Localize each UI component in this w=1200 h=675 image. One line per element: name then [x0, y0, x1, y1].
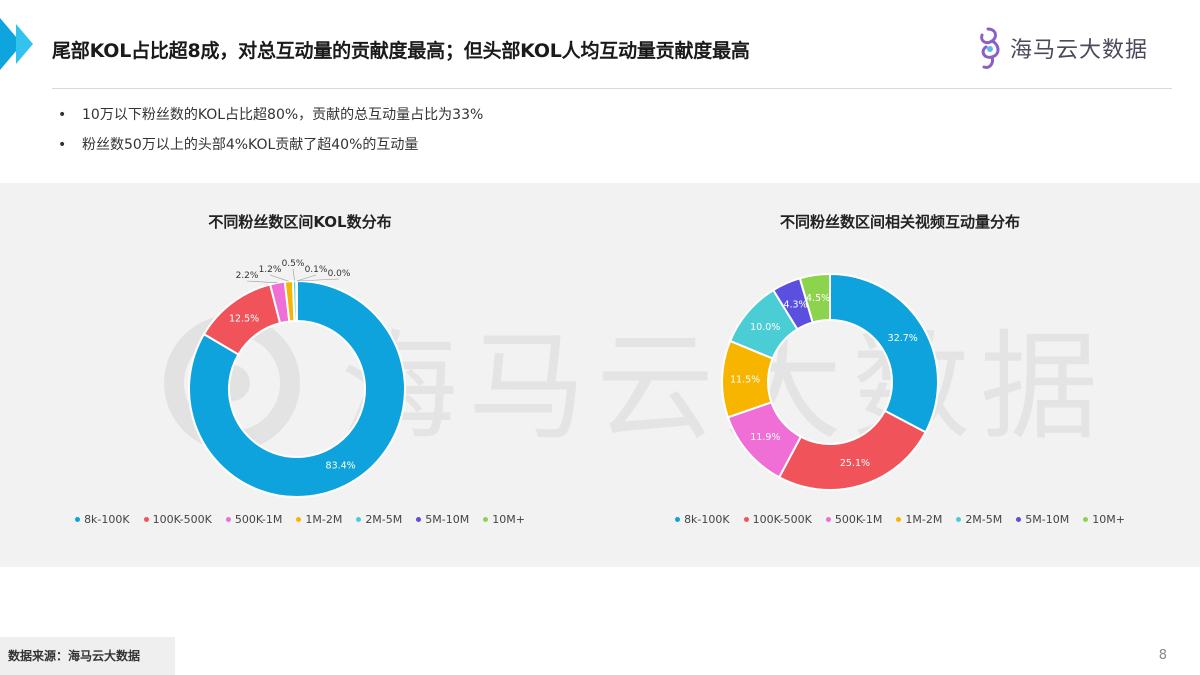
slice-label: 0.5%	[282, 259, 305, 269]
kol-count-donut: 83.4% 12.5% 2.2%1.2%0.5%0.1% 0.0%	[188, 259, 406, 498]
leader-line	[292, 268, 295, 282]
data-source-note: 数据来源：海马云大数据	[0, 637, 175, 675]
legend-swatch	[743, 517, 749, 522]
legend-swatch	[956, 517, 962, 522]
legend-item: 1M-2M	[296, 513, 342, 526]
bullet-text: 10万以下粉丝数的KOL占比超80%，贡献的总互动量占比为33%	[82, 107, 484, 123]
legend-swatch	[296, 517, 302, 522]
slice-10m+	[798, 272, 831, 324]
legend-item: 500K-1M	[225, 513, 283, 526]
legend-swatch	[225, 517, 231, 522]
slice-label: 2.2%	[236, 271, 259, 281]
interaction-chart: 不同粉丝数区间相关视频互动量分布 32.7% 25.1% 11.9% 11.5% 10.…	[600, 183, 1200, 567]
legend-swatch	[356, 517, 362, 522]
legend-item: 500K-1M	[825, 513, 883, 526]
slice-label: 0.1%	[305, 265, 328, 275]
legend-label: 5M-10M	[425, 513, 470, 526]
slice-label: 25.1%	[840, 458, 870, 469]
slice-100k-500k	[777, 409, 927, 491]
slice-label: 1.2%	[259, 265, 282, 275]
legend-label: 8k-100K	[684, 513, 730, 526]
header-accent-shape	[0, 18, 36, 70]
legend-swatch	[483, 517, 489, 522]
slice-label: 12.5%	[229, 314, 259, 325]
legend-label: 100K-500K	[152, 513, 212, 526]
slice-label: 10.0%	[750, 322, 780, 333]
brand-logo: 海马云大数据	[974, 22, 1148, 74]
legend-item: 10M+	[483, 513, 525, 526]
legend-item: 10M+	[1083, 513, 1125, 526]
chart-legend: 8k-100K 100K-500K 500K-1M 1M-2M 2M-5M 5M-10M 1…	[600, 513, 1200, 526]
legend-label: 10M+	[1092, 513, 1125, 526]
legend-label: 10M+	[492, 513, 525, 526]
legend-label: 100K-500K	[752, 513, 812, 526]
slice-8k-100k	[188, 279, 406, 498]
title-divider	[52, 88, 1172, 89]
legend-item: 8k-100K	[675, 513, 730, 526]
bullet-list: • 10万以下粉丝数的KOL占比超80%，贡献的总互动量占比为33% • 粉丝数…	[58, 100, 483, 160]
kol-count-chart: 不同粉丝数区间KOL数分布 83.4% 12.5% 2.2% 1.2% 0.5% 0.1%…	[0, 183, 600, 567]
legend-label: 500K-1M	[234, 513, 283, 526]
page-title: 尾部KOL占比超8成，对总互动量的贡献度最高；但头部KOL人均互动量贡献度最高	[52, 40, 750, 62]
slice-label: 83.4%	[326, 460, 356, 471]
legend-swatch	[75, 517, 81, 522]
logo-text: 海马云大数据	[1010, 38, 1149, 63]
legend-item: 100K-500K	[143, 513, 212, 526]
legend-swatch	[416, 517, 422, 522]
chart-panel: 海马云大数据 不同粉丝数区间KOL数分布 83.4%12.5%2.2%1.2%0…	[0, 183, 1200, 567]
bullet-item: • 粉丝数50万以上的头部4%KOL贡献了超40%的互动量	[58, 130, 483, 160]
chart-title: 不同粉丝数区间KOL数分布	[208, 213, 392, 231]
chart-title: 不同粉丝数区间相关视频互动量分布	[779, 213, 1020, 231]
leader-line	[246, 280, 278, 284]
legend-item: 5M-10M	[1016, 513, 1069, 526]
bullet-text: 粉丝数50万以上的头部4%KOL贡献了超40%的互动量	[82, 137, 419, 153]
legend-item: 8k-100K	[75, 513, 130, 526]
slice-label: 0.0%	[328, 269, 351, 279]
slice-5m-10m	[295, 279, 298, 323]
legend-swatch	[896, 517, 902, 522]
leader-line	[296, 274, 317, 282]
legend-label: 2M-5M	[365, 513, 403, 526]
leader-line	[296, 278, 340, 282]
legend-swatch	[1016, 517, 1022, 522]
legend-label: 8k-100K	[84, 513, 130, 526]
legend-item: 2M-5M	[356, 513, 402, 526]
slice-label: 11.5%	[730, 375, 760, 386]
legend-swatch	[825, 517, 831, 522]
slice-8k-100k	[829, 272, 939, 434]
slice-label: 11.9%	[750, 432, 780, 443]
legend-label: 1M-2M	[905, 513, 943, 526]
interaction-donut: 32.7% 25.1% 11.9% 11.5% 10.0% 4.3%4.5%	[721, 272, 939, 491]
slice-label: 4.3%	[783, 299, 807, 310]
bullet-item: • 10万以下粉丝数的KOL占比超80%，贡献的总互动量占比为33%	[58, 100, 483, 130]
slice-label: 32.7%	[888, 333, 918, 344]
bullet-dot: •	[58, 107, 67, 123]
legend-label: 2M-5M	[965, 513, 1003, 526]
legend-label: 500K-1M	[834, 513, 883, 526]
legend-label: 1M-2M	[305, 513, 343, 526]
leader-line	[269, 274, 289, 282]
legend-swatch	[675, 517, 681, 522]
legend-item: 100K-500K	[743, 513, 812, 526]
chart-legend: 8k-100K 100K-500K 500K-1M 1M-2M 2M-5M 5M-10M 1…	[0, 513, 600, 526]
page-number: 8	[1158, 648, 1167, 663]
bullet-dot: •	[58, 137, 67, 153]
legend-item: 1M-2M	[896, 513, 942, 526]
legend-label: 5M-10M	[1025, 513, 1070, 526]
legend-swatch	[1083, 517, 1089, 522]
slice-label: 4.5%	[806, 293, 830, 304]
legend-item: 5M-10M	[416, 513, 469, 526]
legend-item: 2M-5M	[956, 513, 1002, 526]
seahorse-logo-icon	[980, 27, 1000, 69]
legend-swatch	[143, 517, 149, 522]
